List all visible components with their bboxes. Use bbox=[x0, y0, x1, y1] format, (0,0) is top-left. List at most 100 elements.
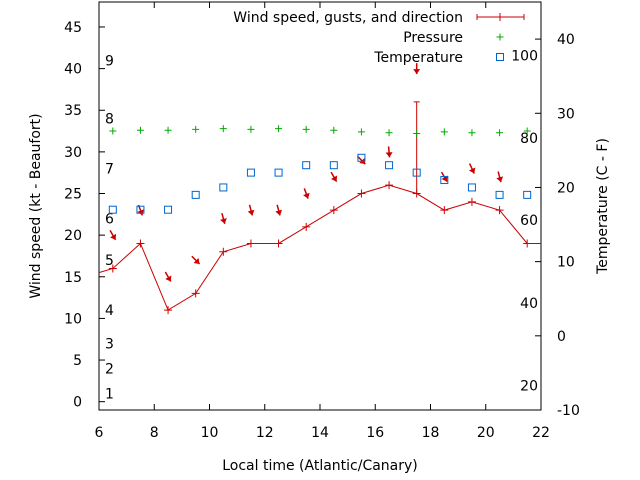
wind-arrow-head bbox=[193, 258, 200, 265]
legend-label-temperature: Temperature bbox=[373, 50, 463, 66]
y-tick-label: 40 bbox=[64, 62, 82, 78]
y-tick-label: 35 bbox=[64, 103, 82, 119]
wind-direction-arrow bbox=[468, 163, 476, 174]
y-tick-label: 30 bbox=[64, 145, 82, 161]
legend-swatch-pressure bbox=[496, 33, 504, 41]
wind-direction-arrow bbox=[413, 63, 421, 75]
wind-speed-line bbox=[98, 184, 541, 311]
pressure-point bbox=[496, 129, 504, 137]
temperature-point bbox=[329, 161, 338, 170]
temperature-point bbox=[302, 161, 311, 170]
y-tick-label: 25 bbox=[64, 187, 82, 203]
wind-speed-point bbox=[274, 239, 283, 248]
y2-tick-label: 40 bbox=[557, 32, 575, 48]
temperature-point bbox=[246, 168, 255, 177]
temperature-point bbox=[274, 168, 283, 177]
series-layer bbox=[98, 63, 541, 315]
pressure-point bbox=[385, 129, 393, 137]
fahrenheit-label: 100 bbox=[511, 48, 538, 64]
pressure-point bbox=[164, 126, 172, 134]
wind-direction-arrow bbox=[330, 171, 338, 182]
wind-direction-arrow bbox=[164, 271, 172, 282]
beaufort-label: 6 bbox=[105, 211, 114, 227]
x-tick-label: 18 bbox=[422, 425, 440, 441]
wind-direction-arrow bbox=[109, 230, 117, 241]
x-tick-label: 6 bbox=[95, 425, 104, 441]
wind-speed-point bbox=[246, 239, 255, 248]
legend-swatch-temperature bbox=[496, 53, 504, 61]
wind-gust-bar bbox=[413, 101, 420, 194]
y2-tick-label: 20 bbox=[557, 180, 575, 196]
wind-arrow-head bbox=[137, 209, 144, 216]
fahrenheit-label: 80 bbox=[520, 131, 538, 147]
fahrenheit-label: 20 bbox=[520, 379, 538, 395]
wind-direction-arrow bbox=[220, 212, 227, 224]
temperature-point bbox=[385, 161, 394, 170]
beaufort-label: 8 bbox=[105, 112, 114, 128]
temperature-point bbox=[164, 205, 173, 214]
wind-speed-point bbox=[329, 206, 338, 215]
wind-direction-arrow bbox=[275, 204, 283, 216]
wind-speed-point bbox=[523, 239, 532, 248]
y-tick-label: 20 bbox=[64, 228, 82, 244]
x-tick-label: 8 bbox=[150, 425, 159, 441]
pressure-point bbox=[440, 128, 448, 136]
wind-arrow-head bbox=[110, 233, 117, 240]
legend-label-wind: Wind speed, gusts, and direction bbox=[233, 10, 463, 26]
temperature-point bbox=[219, 183, 228, 192]
beaufort-label: 3 bbox=[105, 336, 114, 352]
temperature-point bbox=[495, 190, 504, 199]
fahrenheit-label: 40 bbox=[520, 296, 538, 312]
wind-direction-arrow bbox=[191, 255, 201, 265]
axis-ticks: 6 8 10 12 14 16 18 20 22051015202530354045-10010… bbox=[64, 2, 580, 441]
y-axis-label: Wind speed (kt - Beaufort) bbox=[28, 113, 44, 298]
wind-speed-point bbox=[385, 181, 394, 190]
beaufort-label: 1 bbox=[105, 386, 114, 402]
wind-direction-arrow bbox=[357, 155, 366, 165]
wind-arrow-head bbox=[220, 218, 227, 224]
wind-arrow-head bbox=[441, 175, 448, 182]
y2-tick-label: -10 bbox=[557, 403, 580, 419]
temperature-point bbox=[191, 190, 200, 199]
beaufort-label: 9 bbox=[105, 53, 114, 69]
wind-speed-point bbox=[302, 222, 311, 231]
wind-speed-point bbox=[108, 264, 117, 273]
pressure-point bbox=[413, 130, 421, 138]
wind-speed-point bbox=[357, 189, 366, 198]
x-tick-label: 22 bbox=[532, 425, 550, 441]
pressure-point bbox=[523, 127, 531, 135]
x-tick-label: 10 bbox=[201, 425, 219, 441]
wind-arrow-head bbox=[413, 69, 421, 75]
pressure-point bbox=[136, 126, 144, 134]
x-tick-label: 16 bbox=[366, 425, 384, 441]
fahrenheit-label: 60 bbox=[520, 213, 538, 229]
temperature-point bbox=[357, 153, 366, 162]
y2-axis-label: Temperature (C - F) bbox=[595, 138, 611, 275]
y-tick-label: 10 bbox=[64, 311, 82, 327]
wind-speed-point bbox=[136, 239, 145, 248]
y-tick-label: 45 bbox=[64, 20, 82, 36]
beaufort-label: 2 bbox=[105, 361, 114, 377]
wind-series bbox=[98, 63, 541, 315]
y2-tick-label: 0 bbox=[557, 329, 566, 345]
pressure-point bbox=[109, 127, 117, 135]
wind-direction-arrow bbox=[496, 171, 504, 183]
y-tick-label: 15 bbox=[64, 270, 82, 286]
wind-speed-point bbox=[495, 206, 504, 215]
pressure-point bbox=[468, 129, 476, 137]
y-tick-label: 0 bbox=[73, 395, 82, 411]
pressure-point bbox=[247, 125, 255, 133]
temperature-point bbox=[136, 205, 145, 214]
pressure-point bbox=[302, 125, 310, 133]
beaufort-label: 7 bbox=[105, 162, 114, 178]
temperature-point bbox=[412, 168, 421, 177]
wind-direction-arrow bbox=[385, 146, 393, 158]
beaufort-label: 5 bbox=[105, 253, 114, 269]
beaufort-label: 4 bbox=[105, 303, 114, 319]
wind-arrow-head bbox=[385, 152, 393, 158]
wind-direction-arrow bbox=[247, 204, 255, 216]
pressure-point bbox=[219, 125, 227, 133]
y-tick-label: 5 bbox=[73, 353, 82, 369]
x-axis-label: Local time (Atlantic/Canary) bbox=[222, 458, 418, 474]
wind-arrow-head bbox=[165, 275, 172, 282]
